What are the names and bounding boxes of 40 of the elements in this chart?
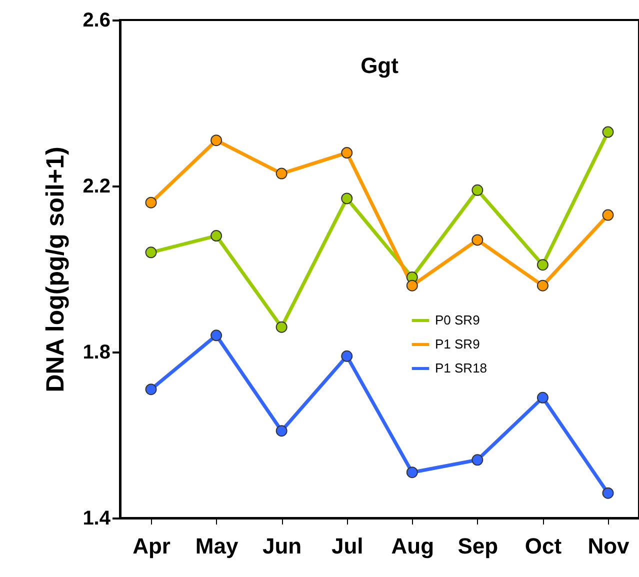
point — [210, 134, 222, 146]
point — [145, 196, 157, 208]
legend-label: P1 SR9 — [435, 336, 480, 352]
x-tick-label: Apr — [132, 534, 171, 558]
point — [602, 209, 614, 221]
point — [341, 192, 353, 204]
y-tick-label: 1.4 — [82, 508, 112, 530]
legend-label: P0 SR9 — [435, 312, 480, 328]
point — [341, 147, 353, 159]
y-tick-label: 1.8 — [82, 342, 110, 364]
point — [536, 392, 548, 404]
point — [341, 350, 353, 362]
point — [406, 280, 418, 292]
point — [210, 230, 222, 242]
text: Ggt — [360, 53, 400, 78]
point — [472, 234, 484, 246]
x-tick-label: Oct — [524, 534, 562, 558]
point — [276, 168, 288, 180]
point — [276, 321, 288, 333]
point — [536, 259, 548, 271]
point — [276, 425, 288, 437]
point — [145, 246, 157, 258]
y-tick-label: 2.2 — [82, 176, 110, 198]
point — [210, 330, 222, 342]
legend-label: P1 SR18 — [435, 360, 488, 376]
x-tick-label: May — [195, 534, 239, 558]
point — [145, 384, 157, 396]
point — [536, 280, 548, 292]
y-axis-title: DNA log(pg/g soil+1) — [42, 146, 70, 392]
x-tick-label: Jun — [262, 534, 302, 558]
y-tick-label: 2.6 — [82, 10, 110, 32]
x-tick-label: Jul — [331, 534, 364, 558]
x-tick-label: Sep — [458, 534, 498, 558]
point — [602, 126, 614, 138]
x-tick-label: Aug — [391, 534, 434, 558]
point — [472, 184, 484, 196]
point — [602, 487, 614, 499]
point — [472, 454, 484, 466]
point — [406, 466, 418, 478]
x-tick-label: Nov — [588, 534, 630, 558]
